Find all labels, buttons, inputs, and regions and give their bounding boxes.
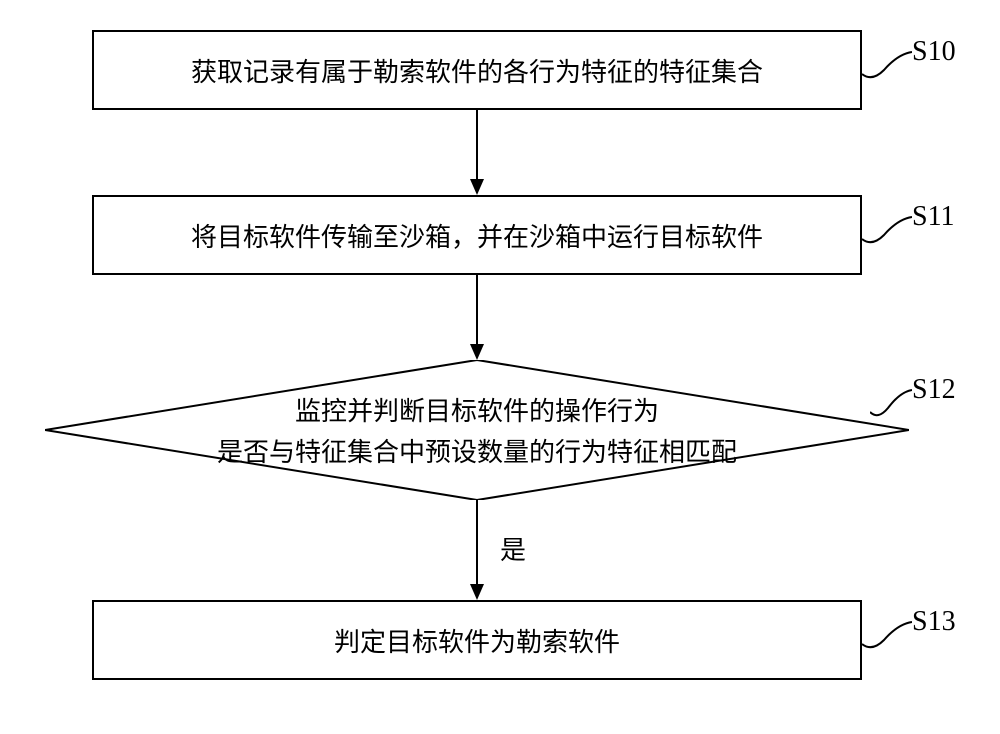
node-text-line2: 是否与特征集合中预设数量的行为特征相匹配 xyxy=(217,432,737,469)
step-label-s12: S12 xyxy=(912,374,956,406)
flow-node-s12: 监控并判断目标软件的操作行为 是否与特征集合中预设数量的行为特征相匹配 xyxy=(45,360,909,500)
node-text: 判定目标软件为勒索软件 xyxy=(334,622,620,659)
edge-s12-s13 xyxy=(469,500,485,600)
edge-label-yes: 是 xyxy=(500,530,526,567)
flow-node-s11: 将目标软件传输至沙箱，并在沙箱中运行目标软件 xyxy=(92,195,862,275)
flow-node-s13: 判定目标软件为勒索软件 xyxy=(92,600,862,680)
edge-s11-s12 xyxy=(469,275,485,360)
label-hook-s11 xyxy=(862,215,912,247)
node-text: 将目标软件传输至沙箱，并在沙箱中运行目标软件 xyxy=(191,217,763,254)
label-hook-s13 xyxy=(862,620,912,652)
edge-s10-s11 xyxy=(469,110,485,195)
node-text: 获取记录有属于勒索软件的各行为特征的特征集合 xyxy=(191,52,763,89)
label-hook-s10 xyxy=(862,50,912,82)
label-hook-s12 xyxy=(870,388,912,420)
flow-node-s10: 获取记录有属于勒索软件的各行为特征的特征集合 xyxy=(92,30,862,110)
node-text-line1: 监控并判断目标软件的操作行为 xyxy=(295,391,659,428)
step-label-s13: S13 xyxy=(912,606,956,638)
step-label-s11: S11 xyxy=(912,201,955,233)
step-label-s10: S10 xyxy=(912,36,956,68)
